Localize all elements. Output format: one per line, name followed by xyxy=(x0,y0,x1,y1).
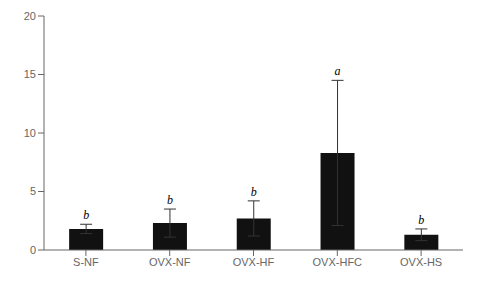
svg-text:0: 0 xyxy=(30,244,36,256)
svg-text:b: b xyxy=(83,208,89,222)
svg-text:OVX-HS: OVX-HS xyxy=(400,256,442,268)
svg-text:OVX-HFC: OVX-HFC xyxy=(313,256,363,268)
svg-text:OVX-NF: OVX-NF xyxy=(149,256,191,268)
svg-text:S-NF: S-NF xyxy=(73,256,99,268)
svg-text:15: 15 xyxy=(24,68,36,80)
svg-text:OVX-HF: OVX-HF xyxy=(233,256,275,268)
svg-text:b: b xyxy=(251,185,257,199)
svg-text:a: a xyxy=(335,64,341,78)
svg-text:20: 20 xyxy=(24,10,36,22)
svg-text:b: b xyxy=(418,213,424,227)
svg-text:5: 5 xyxy=(30,185,36,197)
svg-text:10: 10 xyxy=(24,127,36,139)
svg-text:b: b xyxy=(167,193,173,207)
